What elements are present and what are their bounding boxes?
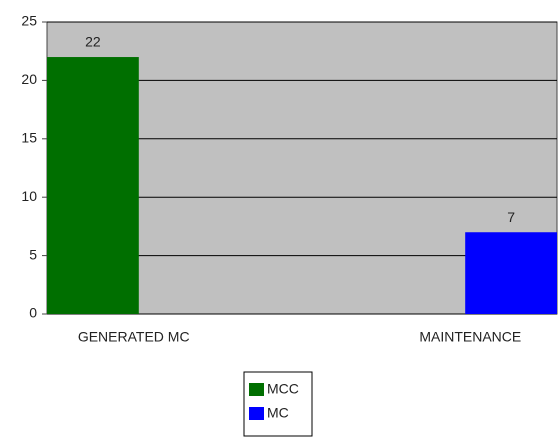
legend-swatch [249, 383, 264, 396]
y-tick-label: 25 [21, 13, 37, 29]
y-tick-label: 0 [29, 305, 37, 321]
value-label: 7 [507, 209, 515, 225]
bar [47, 57, 139, 314]
y-tick-label: 5 [29, 246, 37, 262]
y-tick-label: 15 [21, 130, 37, 146]
x-tick-label: MAINTENANCE [419, 329, 521, 345]
legend-label: MC [267, 405, 289, 421]
y-tick-label: 10 [21, 188, 37, 204]
legend-label: MCC [267, 381, 299, 397]
legend-box [243, 371, 313, 437]
value-label: 22 [85, 34, 101, 50]
y-tick-label: 20 [21, 71, 37, 87]
bar [465, 232, 557, 314]
legend-swatch [249, 407, 264, 420]
x-tick-label: GENERATED MC [78, 329, 190, 345]
